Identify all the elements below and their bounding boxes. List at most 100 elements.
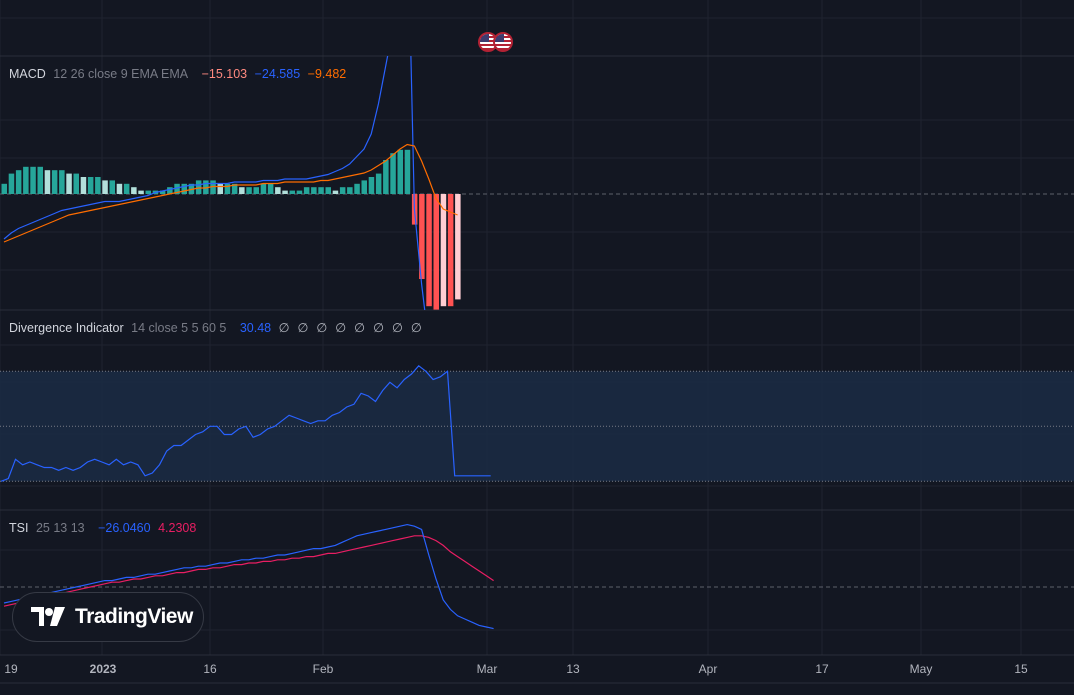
tsi-line [3, 523, 494, 630]
macd-histogram-bar [375, 173, 382, 194]
macd-histogram-bar [138, 190, 144, 194]
us-flag-icon[interactable] [493, 32, 513, 52]
macd-histogram-bar [8, 173, 15, 194]
macd-histogram-bar [224, 183, 231, 194]
macd-histogram-bar [1, 183, 7, 194]
macd-histogram-bar [447, 194, 454, 307]
tsi-signal-line [3, 535, 494, 607]
macd-line-value: −24.585 [254, 67, 301, 81]
macd-histogram-bar [59, 170, 65, 194]
time-axis: 19 2023 16 Feb Mar 13 Apr 17 May 15 [4, 662, 1028, 676]
macd-histogram-bar [102, 180, 108, 194]
macd-histogram-bar [51, 170, 58, 194]
macd-histogram-bar [95, 177, 101, 194]
time-axis-label: 13 [566, 662, 580, 676]
macd-histogram-value: −15.103 [201, 67, 248, 81]
macd-histogram-bar [131, 187, 137, 194]
tsi-value: −26.0460 [98, 521, 151, 535]
divergence-line [0, 364, 491, 482]
macd-panel [0, 56, 1074, 310]
divergence-empty-value: ∅ [316, 321, 328, 335]
macd-histogram-bar [397, 149, 403, 194]
divergence-empty-value: ∅ [391, 321, 403, 335]
tradingview-logo-icon [31, 607, 65, 626]
divergence-empty-value: ∅ [335, 321, 347, 335]
macd-histogram-bar [15, 170, 22, 194]
macd-histogram-bar [318, 187, 324, 194]
macd-histogram-bar [311, 187, 317, 194]
macd-histogram-bar [303, 187, 310, 194]
time-axis-label: May [910, 662, 933, 676]
macd-histogram-bar [440, 194, 447, 307]
time-axis-label: 15 [1014, 662, 1028, 676]
macd-histogram-bar [66, 173, 72, 194]
macd-title: MACD [9, 67, 46, 81]
time-axis-label: 19 [4, 662, 18, 676]
macd-histogram-bar [289, 190, 295, 194]
tradingview-logo-text: TradingView [75, 605, 193, 628]
macd-histogram-bar [109, 180, 115, 194]
macd-histogram-bar [383, 160, 389, 194]
macd-histogram-bar [123, 183, 130, 194]
time-axis-label: Feb [313, 662, 334, 676]
macd-histogram-bar [325, 187, 331, 194]
macd-histogram-bar [433, 194, 439, 310]
time-axis-label: 17 [815, 662, 829, 676]
macd-histogram-bar [419, 194, 425, 279]
tsi-signal-value: 4.2308 [158, 521, 197, 535]
macd-histogram-bar [159, 190, 166, 194]
macd-histogram-bar [37, 166, 43, 194]
macd-histogram-bar [260, 183, 267, 194]
macd-histogram-bar [246, 187, 252, 194]
macd-histogram-bar [44, 170, 51, 194]
macd-histogram-bar [87, 177, 94, 194]
divergence-empty-value: ∅ [278, 321, 290, 335]
divergence-params: 14 close 5 5 60 5 [131, 321, 227, 335]
divergence-legend[interactable]: Divergence Indicator 14 close 5 5 60 5 3… [9, 320, 434, 336]
tsi-panel [0, 523, 1074, 630]
time-axis-label: Mar [477, 662, 498, 676]
macd-line [3, 56, 426, 310]
tsi-title: TSI [9, 521, 29, 535]
macd-signal-line [3, 143, 458, 243]
macd-histogram-bar [167, 187, 173, 194]
divergence-empty-value: ∅ [354, 321, 366, 335]
divergence-value: 30.48 [239, 321, 272, 335]
macd-histogram-bar [116, 183, 123, 194]
divergence-empty-values: ∅ ∅ ∅ ∅ ∅ ∅ ∅ ∅ [279, 321, 430, 335]
tsi-legend[interactable]: TSI 25 13 13 −26.0460 4.2308 [9, 520, 200, 536]
macd-histogram-bar [282, 190, 288, 194]
macd-histogram-bar [195, 180, 202, 194]
macd-histogram-bar [347, 187, 353, 194]
macd-histogram-bar [174, 183, 180, 194]
macd-histogram-bar [80, 177, 87, 194]
macd-histogram-bar [23, 166, 29, 194]
macd-histogram-bar [390, 153, 396, 194]
tradingview-logo[interactable]: TradingView [12, 592, 204, 642]
divergence-panel [0, 364, 1074, 482]
macd-histogram-bar [404, 149, 411, 194]
divergence-empty-value: ∅ [410, 321, 422, 335]
macd-histogram-bar [203, 180, 209, 194]
macd-legend[interactable]: MACD 12 26 close 9 EMA EMA −15.103 −24.5… [9, 66, 350, 82]
macd-histogram-bar [145, 190, 151, 194]
time-axis-label: Apr [699, 662, 718, 676]
macd-histogram-bar [181, 183, 187, 194]
divergence-empty-value: ∅ [297, 321, 309, 335]
macd-histogram-bar [275, 187, 281, 194]
macd-signal-value: −9.482 [307, 67, 347, 81]
time-axis-label: 2023 [90, 662, 117, 676]
macd-histogram-bar [231, 183, 238, 194]
macd-histogram-bar [426, 194, 432, 307]
macd-params: 12 26 close 9 EMA EMA [53, 67, 189, 81]
time-axis-label: 16 [203, 662, 217, 676]
divergence-empty-value: ∅ [373, 321, 384, 335]
divergence-title: Divergence Indicator [9, 321, 124, 335]
tsi-params: 25 13 13 [35, 521, 85, 535]
macd-histogram-bar [30, 166, 36, 194]
macd-histogram-bar [210, 180, 216, 194]
macd-histogram-bar [73, 173, 79, 194]
macd-histogram-bar [239, 187, 245, 194]
